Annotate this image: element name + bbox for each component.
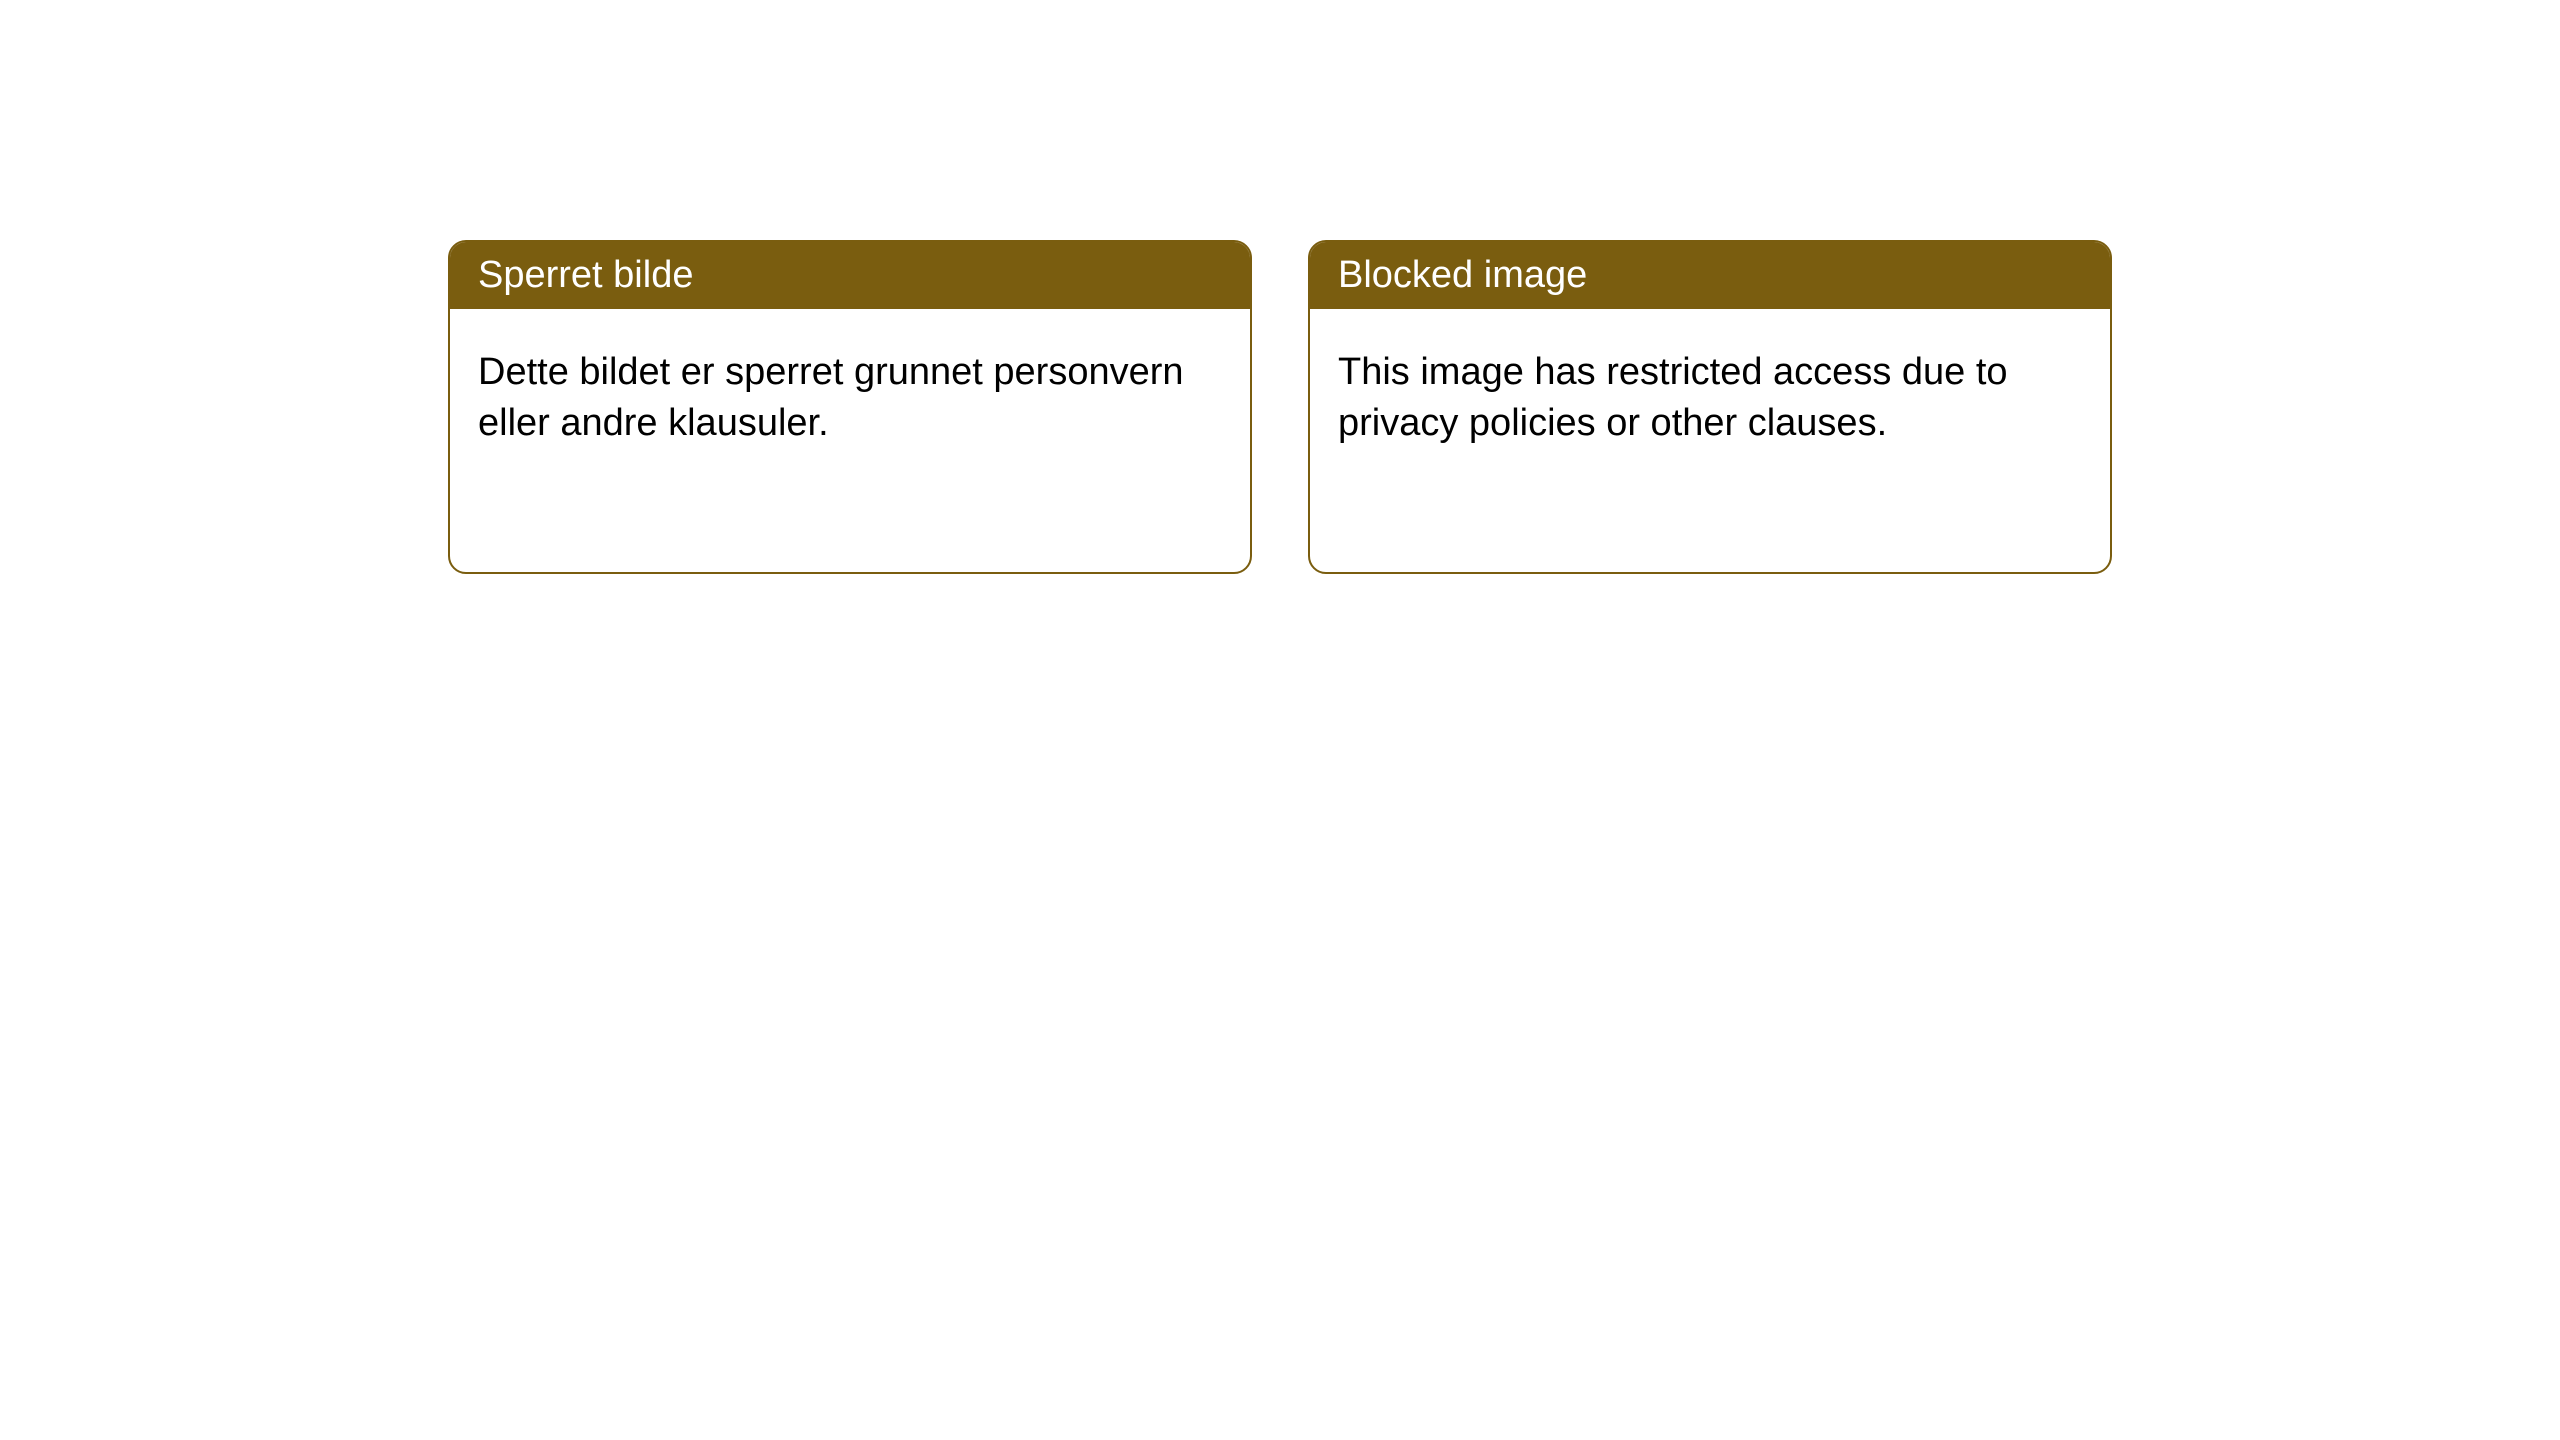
notice-card-no: Sperret bilde Dette bildet er sperret gr… [448, 240, 1252, 574]
notice-header-en: Blocked image [1310, 242, 2110, 309]
notice-container: Sperret bilde Dette bildet er sperret gr… [0, 0, 2560, 574]
notice-body-no: Dette bildet er sperret grunnet personve… [450, 309, 1250, 488]
notice-header-no: Sperret bilde [450, 242, 1250, 309]
notice-body-en: This image has restricted access due to … [1310, 309, 2110, 488]
notice-card-en: Blocked image This image has restricted … [1308, 240, 2112, 574]
